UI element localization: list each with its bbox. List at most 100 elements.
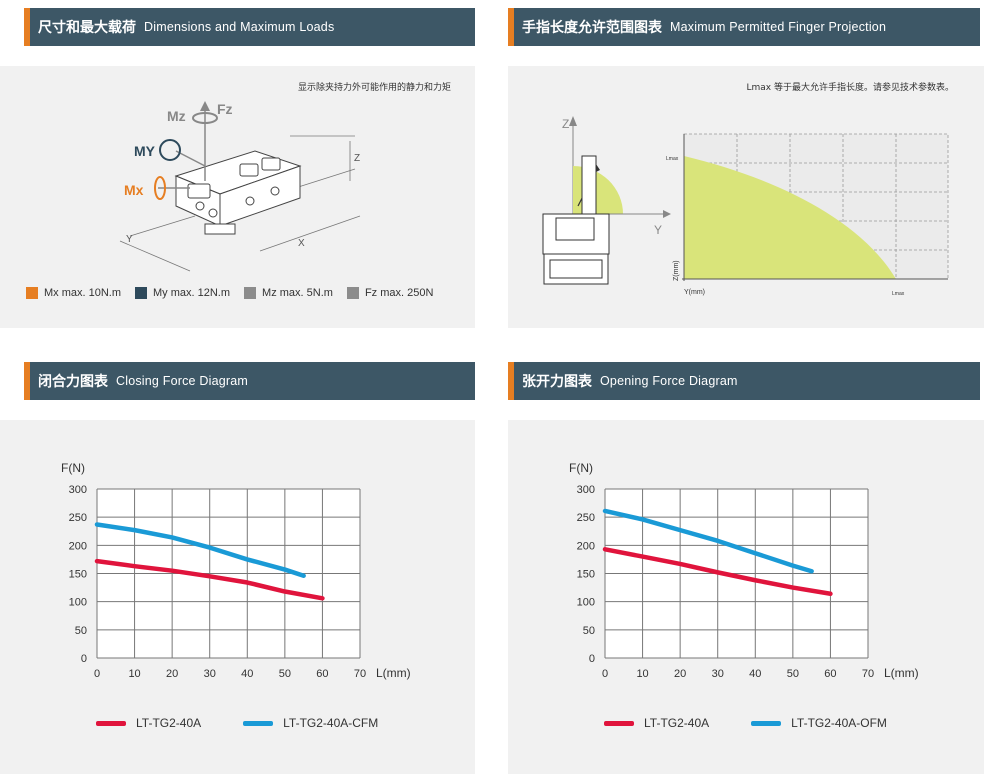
closing-legend-label-2: LT-TG2-40A-CFM (283, 716, 379, 730)
lmax-top-label: Lmax (666, 156, 679, 162)
closing-series-line-1 (94, 558, 325, 601)
closing-y-tick: 300 (69, 484, 87, 496)
closing-y-tick: 100 (69, 597, 87, 609)
z-dim-label: Z (354, 153, 360, 164)
opening-y-label: F(N) (569, 461, 593, 475)
opening-legend-item-2: LT-TG2-40A-OFM (751, 716, 887, 730)
closing-y-tick: 250 (69, 512, 87, 524)
closing-title-en: Closing Force Diagram (116, 374, 249, 388)
opening-y-tick: 50 (583, 625, 595, 637)
legend-item-mz: Mz max. 5N.m (244, 287, 333, 299)
opening-y-tick: 0 (589, 653, 595, 665)
legend-swatch-mx (26, 287, 38, 299)
opening-series-line-2 (602, 508, 814, 574)
legend-item-my: My max. 12N.m (135, 287, 230, 299)
legend-swatch-my (135, 287, 148, 299)
opening-legend-label-2: LT-TG2-40A-OFM (791, 716, 887, 730)
closing-x-label: L(mm) (376, 666, 411, 680)
opening-title-zh: 张开力图表 (522, 374, 592, 390)
axis-z-label: Z (562, 117, 569, 131)
legend-label-mz: Mz max. 5N.m (262, 287, 333, 299)
fz-label: Fz (217, 101, 233, 117)
finger-diagram: Z Y (542, 116, 949, 297)
closing-y-tick: 50 (75, 625, 87, 637)
finger-header: 手指长度允许范围图表 Maximum Permitted Finger Proj… (508, 8, 980, 46)
opening-x-tick: 40 (749, 668, 761, 680)
opening-title-en: Opening Force Diagram (600, 374, 738, 388)
closing-series-line-2 (94, 522, 306, 579)
dimensions-panel: 显示除夹持力外可能作用的静力和力矩 Z Y X (0, 66, 475, 328)
opening-panel: 0 10 20 30 40 50 60 70 0 50 100 150 200 250 300 F(N) L(m… (508, 420, 984, 774)
dimensions-note: 显示除夹持力外可能作用的静力和力矩 (297, 83, 451, 93)
opening-legend-swatch-1 (604, 720, 634, 726)
zmm-label: Z(mm) (673, 260, 680, 281)
opening-series-line-1 (602, 547, 833, 597)
opening-x-tick: 50 (787, 668, 799, 680)
closing-legend-item-2: LT-TG2-40A-CFM (243, 716, 378, 730)
finger-envelope (684, 156, 896, 279)
closing-legend: LT-TG2-40A LT-TG2-40A-CFM (96, 716, 420, 730)
closing-legend-swatch-1 (96, 720, 126, 726)
mz-label: Mz (167, 108, 186, 124)
opening-force-chart: 0 10 20 30 40 50 60 70 0 50 100 150 200 250 300 F(N) L(m… (569, 461, 919, 680)
opening-header: 张开力图表 Opening Force Diagram (508, 362, 980, 400)
closing-legend-label-1: LT-TG2-40A (136, 716, 202, 730)
lmax-bottom-label: Lmax (892, 291, 905, 297)
opening-x-tick: 0 (602, 668, 608, 680)
axis-y-label: Y (654, 223, 662, 237)
opening-y-tick: 200 (577, 540, 595, 552)
legend-label-fz: Fz max. 250N (364, 287, 434, 299)
finger-title-en: Maximum Permitted Finger Projection (670, 20, 887, 34)
opening-legend-label-1: LT-TG2-40A (644, 716, 710, 730)
closing-x-tick: 30 (204, 668, 216, 680)
finger-title-zh: 手指长度允许范围图表 (522, 20, 662, 36)
closing-x-tick: 60 (316, 668, 328, 680)
closing-y-tick: 200 (69, 540, 87, 552)
opening-x-tick: 20 (674, 668, 686, 680)
closing-x-tick: 70 (354, 668, 366, 680)
closing-panel: 0 10 20 30 40 50 60 70 0 50 100 150 200 250 300 F(N) L(m… (0, 420, 475, 774)
opening-x-tick: 60 (824, 668, 836, 680)
legend-swatch-mz (244, 287, 257, 299)
my-label: MY (134, 143, 156, 159)
dimensions-legend: Mx max. 10N.m My max. 12N.m Mz max. 5N.m… (26, 287, 447, 299)
closing-legend-swatch-2 (243, 720, 274, 726)
closing-x-tick: 0 (94, 668, 100, 680)
opening-x-tick: 70 (862, 668, 874, 680)
legend-label-my: My max. 12N.m (153, 287, 231, 299)
opening-legend: LT-TG2-40A LT-TG2-40A-OFM (604, 716, 929, 730)
opening-x-label: L(mm) (884, 666, 919, 680)
gripper-drawing: Z Y X Mz Fz MY Mx (119, 101, 361, 272)
finger-panel: Lmax 等于最大允许手指长度。请参见技术参数表。 Z Y (508, 66, 984, 328)
dimensions-header: 尺寸和最大载荷 Dimensions and Maximum Loads (24, 8, 475, 46)
closing-y-tick: 150 (69, 569, 87, 581)
opening-x-tick: 30 (712, 668, 724, 680)
closing-legend-item-1: LT-TG2-40A (96, 716, 201, 730)
finger-note: Lmax 等于最大允许手指长度。请参见技术参数表。 (746, 83, 955, 93)
opening-legend-item-1: LT-TG2-40A (604, 716, 709, 730)
legend-swatch-fz (346, 287, 359, 299)
dimensions-title-zh: 尺寸和最大载荷 (38, 20, 136, 36)
x-dim-label: X (298, 238, 305, 249)
legend-label-mx: Mx max. 10N.m (44, 287, 122, 299)
dimensions-title-en: Dimensions and Maximum Loads (144, 20, 335, 34)
opening-x-tick: 10 (636, 668, 648, 680)
closing-x-tick: 10 (128, 668, 140, 680)
closing-y-label: F(N) (61, 461, 85, 475)
closing-x-tick: 20 (166, 668, 178, 680)
y-dim-label: Y (126, 234, 133, 245)
opening-y-tick: 100 (577, 597, 595, 609)
closing-header: 闭合力图表 Closing Force Diagram (24, 362, 475, 400)
legend-item-mx: Mx max. 10N.m (26, 287, 121, 299)
legend-item-fz: Fz max. 250N (346, 287, 434, 299)
opening-y-tick: 250 (577, 512, 595, 524)
opening-y-tick: 150 (577, 569, 595, 581)
mx-label: Mx (124, 182, 144, 198)
opening-legend-swatch-2 (751, 720, 782, 726)
closing-title-zh: 闭合力图表 (38, 374, 108, 390)
ymm-label: Y(mm) (684, 289, 705, 296)
closing-x-tick: 40 (241, 668, 253, 680)
closing-x-tick: 50 (279, 668, 291, 680)
closing-force-chart: 0 10 20 30 40 50 60 70 0 50 100 150 200 250 300 F(N) L(m… (61, 461, 411, 680)
closing-y-tick: 0 (81, 653, 87, 665)
